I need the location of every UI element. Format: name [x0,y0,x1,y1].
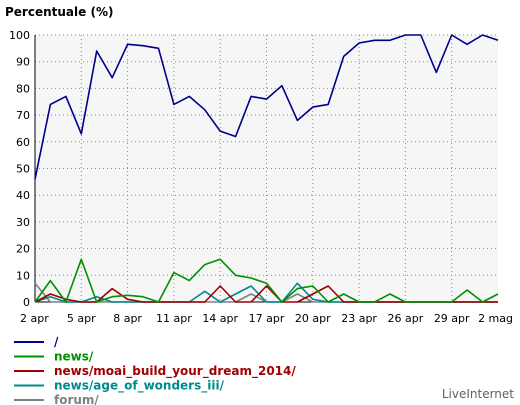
y-tick-label: 60 [16,136,30,149]
x-tick-label: 11 apr [156,312,192,325]
x-tick-label: 29 apr [434,312,470,325]
series-lines [34,34,499,303]
y-tick-label: 100 [9,29,30,42]
legend-label: news/ [54,350,94,364]
y-tick-label: 0 [23,296,30,309]
legend-label: news/age_of_wonders_iii/ [54,379,225,394]
x-tick-label: 8 apr [113,312,142,325]
series-line [34,258,499,303]
x-tick-label: 14 apr [202,312,238,325]
y-tick-label: 10 [16,269,30,282]
x-tick-label: 17 apr [249,312,285,325]
x-tick-label: 2 apr [20,312,49,325]
y-tick-labels: 0 10 20 30 40 50 60 70 80 90 100 [9,29,30,309]
series-line [34,34,499,180]
brand-label: LiveInternet [442,387,514,401]
legend: /news/news/moai_build_your_dream_2014/ne… [14,335,296,405]
legend-label: forum/ [54,393,99,405]
x-tick-label: 23 apr [341,312,377,325]
y-tick-label: 90 [16,56,30,69]
y-tick-label: 20 [16,243,30,256]
x-tick-label: 5 apr [67,312,96,325]
x-tick-labels: 2 apr 5 apr 8 apr 11 apr 14 apr 17 apr 20 apr 2… [20,312,513,325]
y-tick-label: 80 [16,82,30,95]
y-tick-label: 70 [16,109,30,122]
y-tick-label: 40 [16,189,30,202]
chart-title: Percentuale (%) [5,5,113,19]
legend-label: / [54,335,59,349]
y-tick-label: 50 [16,163,30,176]
y-tick-label: 30 [16,216,30,229]
gridlines [35,34,498,302]
x-tick-label: 20 apr [295,312,331,325]
legend-label: news/moai_build_your_dream_2014/ [54,364,296,379]
x-tick-label: 2 mag [478,312,513,325]
x-tick-label: 26 apr [388,312,424,325]
